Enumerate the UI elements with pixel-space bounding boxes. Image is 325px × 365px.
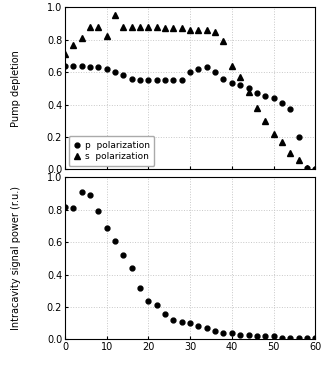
s  polarization: [247, 89, 251, 94]
s  polarization: [272, 131, 276, 136]
s  polarization: [130, 24, 134, 29]
s  polarization: [230, 64, 234, 68]
p  polarization: [188, 70, 192, 74]
Legend: p  polarization, s  polarization: p polarization, s polarization: [69, 137, 154, 166]
p  polarization: [213, 70, 217, 74]
p  polarization: [272, 96, 276, 100]
s  polarization: [72, 42, 75, 47]
s  polarization: [147, 24, 150, 29]
p  polarization: [72, 64, 75, 68]
p  polarization: [280, 101, 284, 105]
p  polarization: [80, 64, 84, 68]
s  polarization: [172, 26, 176, 31]
p  polarization: [122, 73, 125, 77]
s  polarization: [88, 24, 92, 29]
p  polarization: [263, 94, 267, 99]
s  polarization: [80, 36, 84, 40]
s  polarization: [280, 139, 284, 144]
s  polarization: [105, 34, 109, 39]
p  polarization: [172, 78, 176, 82]
p  polarization: [297, 135, 301, 139]
s  polarization: [263, 119, 267, 123]
p  polarization: [163, 78, 167, 82]
s  polarization: [238, 75, 242, 79]
p  polarization: [155, 78, 159, 82]
p  polarization: [238, 83, 242, 87]
s  polarization: [155, 24, 159, 29]
p  polarization: [247, 86, 251, 91]
s  polarization: [113, 13, 117, 18]
p  polarization: [180, 78, 184, 82]
p  polarization: [255, 91, 259, 95]
p  polarization: [97, 65, 100, 69]
s  polarization: [222, 39, 226, 43]
s  polarization: [305, 165, 309, 170]
p  polarization: [130, 76, 134, 81]
Line: s  polarization: s polarization: [62, 12, 318, 172]
p  polarization: [205, 65, 209, 69]
s  polarization: [213, 30, 217, 34]
Y-axis label: Intracavity signal power (r.u.): Intracavity signal power (r.u.): [11, 187, 21, 330]
p  polarization: [63, 64, 67, 68]
Y-axis label: Pump depletion: Pump depletion: [11, 50, 21, 127]
p  polarization: [222, 76, 226, 81]
s  polarization: [180, 26, 184, 31]
p  polarization: [288, 107, 292, 112]
s  polarization: [63, 52, 67, 57]
s  polarization: [163, 26, 167, 31]
s  polarization: [297, 157, 301, 162]
p  polarization: [313, 167, 317, 172]
s  polarization: [122, 24, 125, 29]
s  polarization: [197, 28, 201, 32]
s  polarization: [188, 28, 192, 32]
p  polarization: [147, 78, 150, 82]
s  polarization: [255, 105, 259, 110]
p  polarization: [113, 70, 117, 74]
p  polarization: [197, 67, 201, 71]
p  polarization: [230, 81, 234, 86]
s  polarization: [313, 167, 317, 172]
p  polarization: [105, 67, 109, 71]
Line: p  polarization: p polarization: [63, 63, 318, 172]
s  polarization: [138, 24, 142, 29]
p  polarization: [138, 78, 142, 82]
s  polarization: [288, 151, 292, 155]
p  polarization: [305, 165, 309, 170]
p  polarization: [88, 65, 92, 69]
s  polarization: [205, 28, 209, 32]
s  polarization: [97, 24, 100, 29]
